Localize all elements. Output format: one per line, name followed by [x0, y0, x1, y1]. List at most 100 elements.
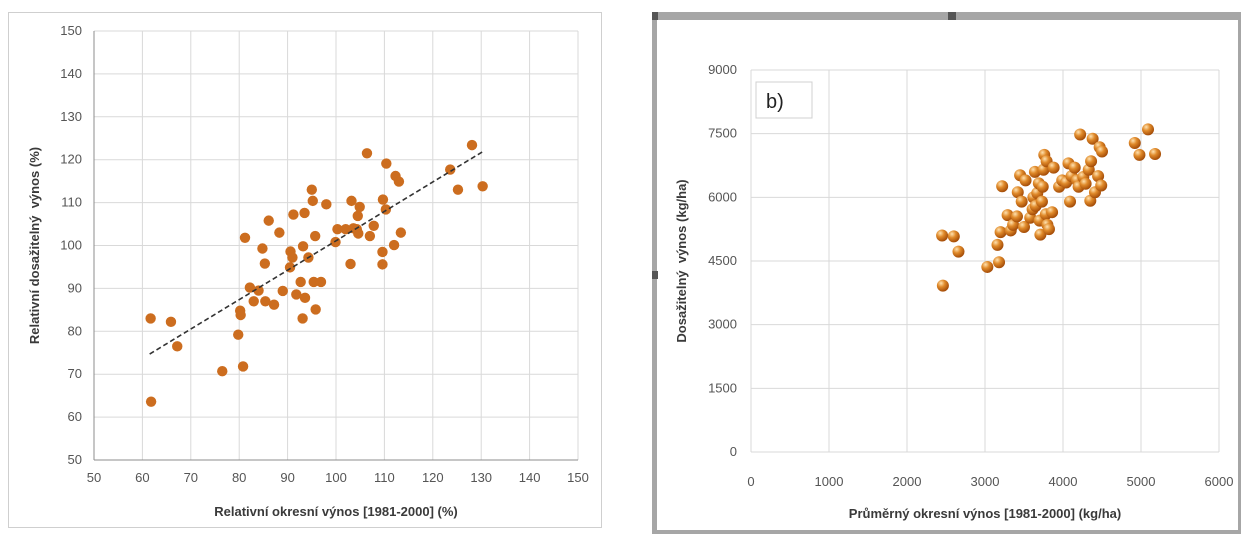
data-point: [309, 230, 321, 242]
x-tick-label: 4000: [1049, 474, 1078, 489]
data-point: [257, 243, 268, 254]
x-tick-label: 100: [325, 470, 347, 485]
data-point: [165, 316, 177, 328]
data-point: [248, 296, 259, 307]
data-point: [393, 176, 405, 187]
y-tick-label: 80: [68, 323, 82, 338]
data-point: [308, 276, 319, 288]
y-tick-label: 3000: [708, 317, 737, 332]
y-tick-label: 130: [60, 109, 82, 124]
data-point: [354, 201, 365, 213]
data-point: [297, 241, 309, 252]
data-point: [1064, 195, 1077, 208]
data-point: [981, 260, 994, 273]
data-point: [353, 228, 364, 239]
data-point: [395, 227, 407, 238]
data-point: [332, 223, 343, 235]
y-axis-title: Dosažitelný výnos (kg/ha): [674, 179, 689, 342]
x-tick-label: 150: [567, 470, 589, 485]
data-point: [368, 220, 379, 231]
data-point: [306, 184, 317, 195]
y-tick-label: 6000: [708, 189, 737, 204]
data-point: [1086, 132, 1099, 145]
data-point: [996, 180, 1009, 193]
data-point: [936, 229, 949, 242]
data-point: [947, 230, 960, 243]
y-tick-label: 150: [60, 23, 82, 38]
y-axis-title: Relativní dosažitelný výnos (%): [27, 147, 42, 344]
data-point: [330, 236, 341, 248]
data-point: [466, 139, 478, 151]
x-tick-label: 6000: [1205, 474, 1234, 489]
y-tick-label: 1500: [708, 380, 737, 395]
x-tick-label: 50: [87, 470, 101, 485]
data-point: [145, 396, 157, 407]
x-tick-label: 140: [519, 470, 541, 485]
data-point: [991, 238, 1004, 251]
scatter-chart-relative-yield: 50 60 70 80 90 100 110 120 130 140 150 50 60 70 80 90 10…: [8, 12, 602, 528]
data-point: [345, 258, 356, 270]
y-tick-label: 90: [68, 280, 82, 295]
data-point: [307, 195, 318, 207]
data-point: [452, 184, 464, 195]
y-tick-label: 140: [60, 66, 82, 81]
resize-handle: [652, 271, 658, 279]
data-point: [299, 292, 311, 304]
x-tick-label: 5000: [1127, 474, 1156, 489]
data-point: [315, 276, 327, 288]
data-point: [235, 309, 246, 321]
data-point: [295, 276, 306, 288]
x-tick-label: 130: [470, 470, 492, 485]
x-tick-label: 0: [747, 474, 754, 489]
data-point: [445, 164, 456, 175]
data-point: [388, 239, 400, 251]
data-point: [1128, 137, 1141, 150]
data-point: [1085, 155, 1098, 168]
y-tick-label: 7500: [708, 126, 737, 141]
data-point: [217, 365, 228, 377]
data-point: [381, 158, 392, 169]
data-point: [1079, 177, 1092, 190]
x-tick-label: 90: [280, 470, 294, 485]
x-tick-label: 2000: [893, 474, 922, 489]
data-point: [268, 299, 280, 310]
data-point: [1019, 174, 1032, 187]
chart-panel: [657, 20, 1238, 530]
data-point: [1011, 186, 1024, 199]
data-point: [1149, 148, 1162, 161]
y-tick-label: 60: [68, 409, 82, 424]
data-point: [377, 259, 388, 270]
data-point: [936, 279, 949, 292]
data-point: [237, 361, 249, 372]
x-tick-label: 60: [135, 470, 149, 485]
chart-b-plot: 0 1000 2000 3000 4000 5000 6000 0 1500 3000 4500 60…: [652, 12, 1238, 530]
x-tick-label: 70: [184, 470, 198, 485]
y-tick-label: 4500: [708, 253, 737, 268]
data-point: [1133, 148, 1146, 161]
x-tick-label: 3000: [971, 474, 1000, 489]
y-tick-label: 100: [60, 238, 82, 253]
data-point: [361, 148, 373, 159]
data-point: [352, 210, 363, 222]
x-axis-title: Relativní okresní výnos [1981-2000] (%): [214, 504, 458, 519]
panel-label: b): [766, 91, 784, 113]
data-point: [1001, 209, 1014, 222]
data-point: [377, 246, 388, 258]
data-point: [1074, 128, 1087, 141]
data-point: [340, 223, 351, 235]
data-point: [1046, 206, 1059, 219]
y-tick-label: 70: [68, 366, 82, 381]
data-point: [233, 329, 244, 340]
data-point: [377, 194, 389, 205]
data-point: [321, 199, 332, 210]
trend-line: [149, 150, 485, 355]
data-point: [260, 296, 271, 307]
data-point: [1010, 210, 1023, 223]
data-point: [239, 232, 251, 243]
data-point: [1142, 123, 1155, 136]
data-point: [277, 285, 288, 297]
data-point: [1018, 221, 1030, 234]
data-point: [1095, 179, 1108, 192]
y-tick-label: 110: [61, 195, 82, 210]
data-point: [253, 285, 264, 296]
